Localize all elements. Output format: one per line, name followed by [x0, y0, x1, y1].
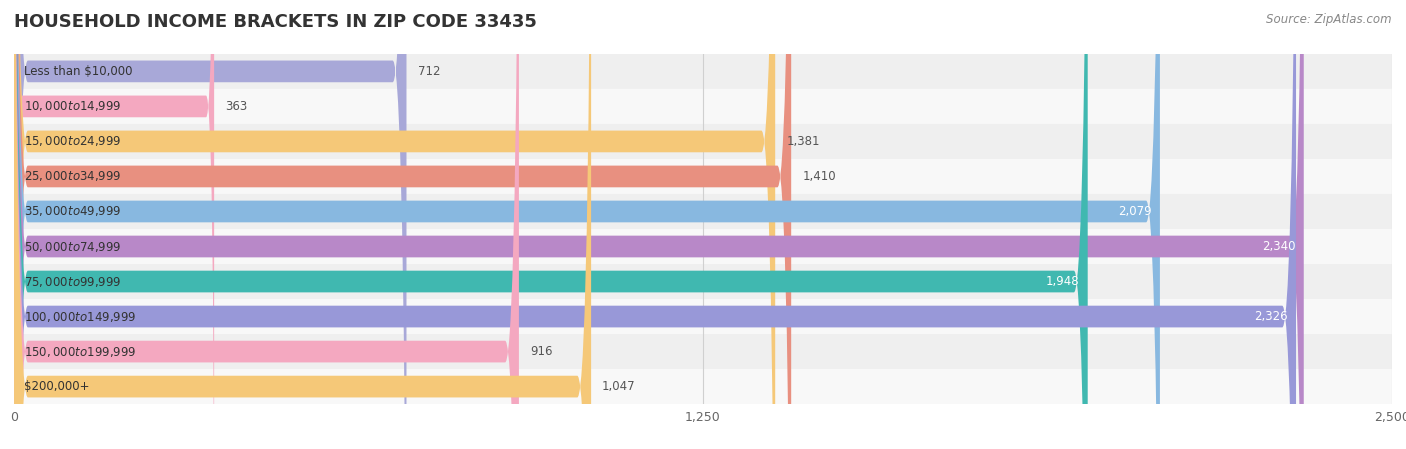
Text: $75,000 to $99,999: $75,000 to $99,999 [24, 274, 121, 289]
Text: 2,340: 2,340 [1263, 240, 1295, 253]
Text: $25,000 to $34,999: $25,000 to $34,999 [24, 169, 121, 184]
FancyBboxPatch shape [14, 299, 1392, 334]
FancyBboxPatch shape [14, 334, 1392, 369]
FancyBboxPatch shape [14, 369, 1392, 404]
FancyBboxPatch shape [14, 89, 1392, 124]
FancyBboxPatch shape [14, 0, 519, 449]
FancyBboxPatch shape [14, 0, 775, 449]
Text: 1,381: 1,381 [786, 135, 820, 148]
Text: 1,410: 1,410 [803, 170, 835, 183]
Text: 1,948: 1,948 [1046, 275, 1080, 288]
Text: 2,326: 2,326 [1254, 310, 1288, 323]
Text: HOUSEHOLD INCOME BRACKETS IN ZIP CODE 33435: HOUSEHOLD INCOME BRACKETS IN ZIP CODE 33… [14, 13, 537, 31]
Text: 916: 916 [530, 345, 553, 358]
FancyBboxPatch shape [14, 54, 1392, 89]
Text: 2,079: 2,079 [1118, 205, 1152, 218]
FancyBboxPatch shape [14, 0, 1296, 449]
Text: 1,047: 1,047 [602, 380, 636, 393]
FancyBboxPatch shape [14, 0, 1160, 449]
FancyBboxPatch shape [14, 0, 1088, 449]
Text: $35,000 to $49,999: $35,000 to $49,999 [24, 204, 121, 219]
Text: $50,000 to $74,999: $50,000 to $74,999 [24, 239, 121, 254]
FancyBboxPatch shape [14, 229, 1392, 264]
Text: $150,000 to $199,999: $150,000 to $199,999 [24, 344, 136, 359]
FancyBboxPatch shape [14, 0, 406, 449]
Text: $10,000 to $14,999: $10,000 to $14,999 [24, 99, 121, 114]
FancyBboxPatch shape [14, 0, 591, 449]
FancyBboxPatch shape [14, 0, 214, 449]
Text: 363: 363 [225, 100, 247, 113]
Text: 712: 712 [418, 65, 440, 78]
FancyBboxPatch shape [14, 0, 792, 449]
Text: $15,000 to $24,999: $15,000 to $24,999 [24, 134, 121, 149]
Text: Less than $10,000: Less than $10,000 [24, 65, 132, 78]
FancyBboxPatch shape [14, 194, 1392, 229]
Text: Source: ZipAtlas.com: Source: ZipAtlas.com [1267, 13, 1392, 26]
Text: $100,000 to $149,999: $100,000 to $149,999 [24, 309, 136, 324]
FancyBboxPatch shape [14, 124, 1392, 159]
FancyBboxPatch shape [14, 0, 1303, 449]
FancyBboxPatch shape [14, 264, 1392, 299]
Text: $200,000+: $200,000+ [24, 380, 90, 393]
FancyBboxPatch shape [14, 159, 1392, 194]
